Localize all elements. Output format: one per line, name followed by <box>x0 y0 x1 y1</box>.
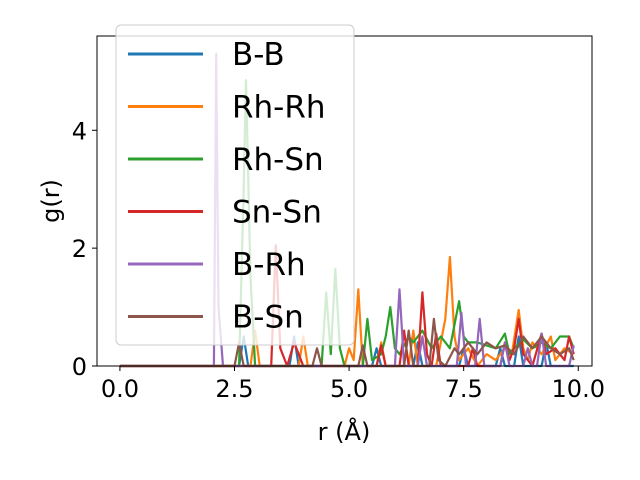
x-tick-label: 2.5 <box>215 375 253 403</box>
x-tick-label: 0.0 <box>101 375 139 403</box>
y-tick-label: 0 <box>72 353 87 381</box>
x-tick-label: 10.0 <box>552 375 605 403</box>
legend-label-b-b: B-B <box>232 37 285 73</box>
legend-frame <box>115 24 355 346</box>
x-axis: 0.0 2.5 5.0 7.5 10.0 <box>101 366 605 403</box>
legend-label-rh-rh: Rh-Rh <box>232 90 326 126</box>
y-axis: 0 2 4 <box>72 117 97 381</box>
legend-label-sn-sn: Sn-Sn <box>232 195 322 231</box>
legend-label-rh-sn: Rh-Sn <box>232 142 324 178</box>
series-line-sn-sn <box>119 244 575 368</box>
x-tick-label: 7.5 <box>445 375 483 403</box>
series-line-b-sn <box>119 317 575 368</box>
y-axis-label: g(r) <box>37 179 65 223</box>
legend-label-b-rh: B-Rh <box>232 247 306 283</box>
y-tick-label: 4 <box>72 117 87 145</box>
x-axis-label: r (Å) <box>318 417 371 446</box>
x-tick-label: 5.0 <box>330 375 368 403</box>
legend: B-B Rh-Rh Rh-Sn Sn-Sn B-Rh B-Sn <box>115 24 355 346</box>
y-tick-label: 2 <box>72 235 87 263</box>
legend-label-b-sn: B-Sn <box>232 300 304 336</box>
